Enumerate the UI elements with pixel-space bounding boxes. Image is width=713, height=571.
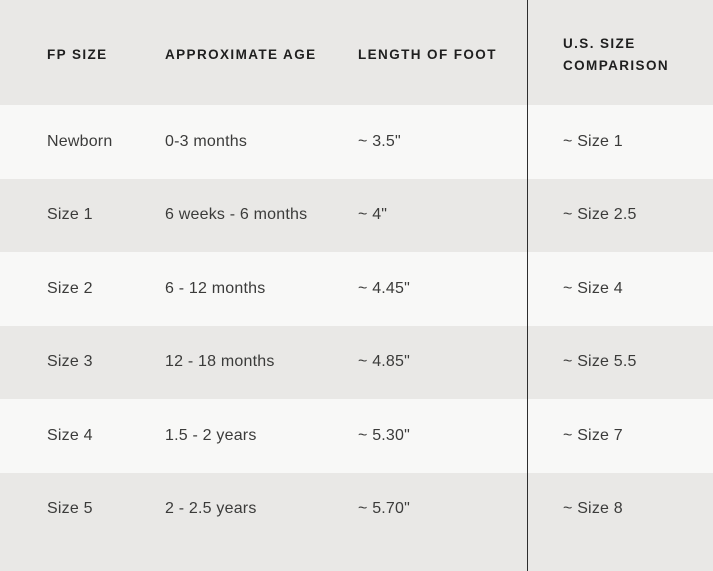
us-size-value: ~ Size 7: [563, 426, 623, 444]
header-fp-size: FP SIZE: [47, 46, 108, 62]
fp-size-value: Newborn: [47, 132, 113, 150]
approximate-age-value: 0-3 months: [165, 132, 248, 150]
fp-size-value: Size 3: [47, 353, 93, 371]
fp-size-value: Size 5: [47, 500, 93, 518]
approximate-age-value: 6 weeks - 6 months: [165, 206, 308, 224]
length-of-foot-value: ~ 5.30": [358, 426, 411, 444]
table-row-size-1: Size 1 6 weeks - 6 months ~ 4" ~ Size 2.…: [0, 178, 713, 252]
length-of-foot-value: ~ 4.85": [358, 353, 411, 371]
approximate-age-value: 1.5 - 2 years: [165, 426, 257, 444]
us-size-value: ~ Size 5.5: [563, 353, 637, 371]
column-divider: [527, 0, 528, 571]
table-row-size-5: Size 5 2 - 2.5 years ~ 5.70" ~ Size 8: [0, 472, 713, 546]
fp-size-value: Size 1: [47, 206, 93, 224]
header-us-size-comparison: U.S. SIZE COMPARISON: [563, 35, 670, 73]
table-row-size-3: Size 3 12 - 18 months ~ 4.85" ~ Size 5.5: [0, 325, 713, 399]
length-of-foot-value: ~ 4": [358, 206, 388, 224]
approximate-age-value: 6 - 12 months: [165, 279, 266, 297]
length-of-foot-value: ~ 3.5": [358, 132, 401, 150]
fp-size-value: Size 2: [47, 279, 93, 297]
header-length-of-foot: LENGTH OF FOOT: [358, 46, 497, 62]
table-row-size-2: Size 2 6 - 12 months ~ 4.45" ~ Size 4: [0, 252, 713, 326]
us-size-value: ~ Size 2.5: [563, 206, 637, 224]
table-bottom-filler: [0, 546, 713, 571]
header-approximate-age: APPROXIMATE AGE: [165, 46, 317, 62]
us-size-value: ~ Size 4: [563, 279, 623, 297]
approximate-age-value: 2 - 2.5 years: [165, 500, 257, 518]
us-size-value: ~ Size 8: [563, 500, 623, 518]
length-of-foot-value: ~ 4.45": [358, 279, 411, 297]
us-size-value: ~ Size 1: [563, 132, 623, 150]
length-of-foot-value: ~ 5.70": [358, 500, 411, 518]
table-row-size-4: Size 4 1.5 - 2 years ~ 5.30" ~ Size 7: [0, 399, 713, 473]
approximate-age-value: 12 - 18 months: [165, 353, 275, 371]
fp-size-value: Size 4: [47, 426, 93, 444]
table-row-newborn: Newborn 0-3 months ~ 3.5" ~ Size 1: [0, 105, 713, 179]
table-header-row: FP SIZE APPROXIMATE AGE LENGTH OF FOOT U…: [0, 0, 713, 105]
